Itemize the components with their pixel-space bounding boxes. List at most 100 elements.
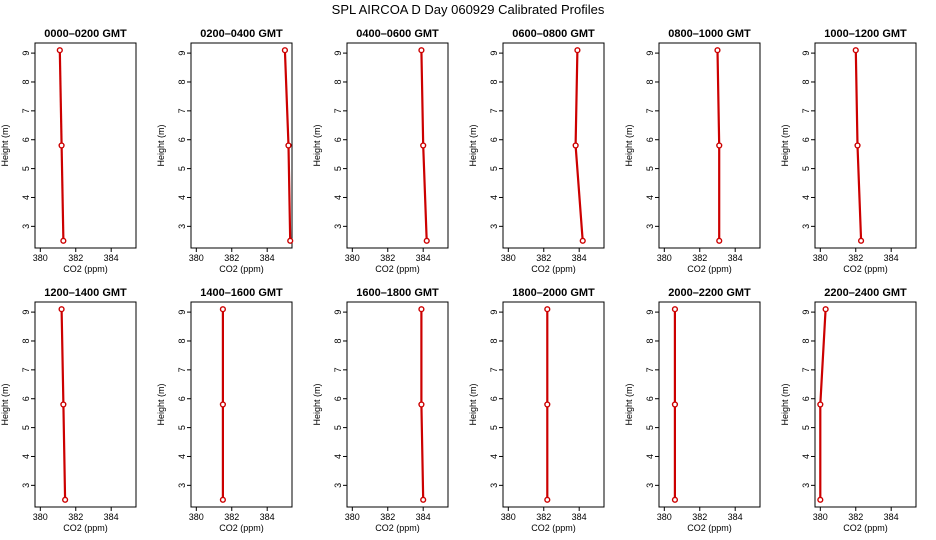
panel-title: 0000–0200 GMT xyxy=(44,28,127,40)
panel-title: 2200–2400 GMT xyxy=(824,287,907,299)
x-axis-label: CO2 (ppm) xyxy=(531,523,576,533)
data-point xyxy=(817,496,824,503)
plot-frame xyxy=(502,42,605,249)
y-tick-label: 3 xyxy=(489,224,499,229)
data-point xyxy=(822,306,829,313)
data-point xyxy=(219,401,226,408)
x-axis-label: CO2 (ppm) xyxy=(375,523,420,533)
data-point xyxy=(418,306,425,313)
y-tick-label: 9 xyxy=(645,51,655,56)
x-axis-label: CO2 (ppm) xyxy=(219,523,264,533)
y-tick-label: 5 xyxy=(21,425,31,430)
y-tick-label: 7 xyxy=(21,108,31,113)
data-point xyxy=(58,142,65,149)
y-tick-label: 6 xyxy=(333,137,343,142)
y-tick-label: 4 xyxy=(645,454,655,459)
y-tick-label: 5 xyxy=(801,166,811,171)
panel-title: 0400–0600 GMT xyxy=(356,28,439,40)
x-tick-label: 384 xyxy=(572,253,587,263)
x-axis-label: CO2 (ppm) xyxy=(687,264,732,274)
y-tick-label: 9 xyxy=(177,51,187,56)
x-tick-label: 382 xyxy=(692,253,707,263)
panel-title: 0800–1000 GMT xyxy=(668,28,751,40)
y-tick-label: 9 xyxy=(333,51,343,56)
y-tick-label: 8 xyxy=(645,79,655,84)
y-tick-label: 3 xyxy=(333,224,343,229)
figure-title: SPL AIRCOA D Day 060929 Calibrated Profi… xyxy=(332,2,605,17)
y-axis-label: Height (m) xyxy=(0,124,10,166)
y-tick-label: 6 xyxy=(801,396,811,401)
data-point xyxy=(287,237,294,244)
y-tick-label: 7 xyxy=(21,367,31,372)
y-tick-label: 3 xyxy=(21,483,31,488)
data-point xyxy=(572,142,579,149)
y-tick-label: 9 xyxy=(801,51,811,56)
data-point xyxy=(671,306,679,313)
x-tick-label: 382 xyxy=(68,512,83,522)
y-tick-label: 7 xyxy=(177,367,187,372)
plot-frame xyxy=(814,301,917,508)
data-point xyxy=(420,142,427,149)
y-tick-label: 3 xyxy=(489,483,499,488)
y-tick-label: 3 xyxy=(801,224,811,229)
x-tick-label: 384 xyxy=(260,512,275,522)
y-tick-label: 4 xyxy=(489,454,499,459)
plot-frame xyxy=(34,301,137,508)
y-axis-label: Height (m) xyxy=(156,383,166,425)
y-tick-label: 8 xyxy=(21,338,31,343)
x-tick-label: 380 xyxy=(501,512,516,522)
y-axis-label: Height (m) xyxy=(468,383,478,425)
plot-frame xyxy=(346,301,449,508)
plot-frame xyxy=(190,42,293,249)
y-tick-label: 5 xyxy=(489,166,499,171)
panel-title: 0600–0800 GMT xyxy=(512,28,595,40)
panel-title: 1200–1400 GMT xyxy=(44,287,127,299)
y-tick-label: 9 xyxy=(21,51,31,56)
y-tick-label: 4 xyxy=(801,454,811,459)
y-axis-label: Height (m) xyxy=(780,383,790,425)
x-tick-label: 380 xyxy=(813,512,828,522)
x-tick-label: 382 xyxy=(536,512,551,522)
y-tick-label: 3 xyxy=(645,224,655,229)
y-tick-label: 6 xyxy=(801,137,811,142)
y-tick-label: 3 xyxy=(21,224,31,229)
panel-title: 0200–0400 GMT xyxy=(200,28,283,40)
data-point xyxy=(544,496,551,503)
panel-title: 2000–2200 GMT xyxy=(668,287,751,299)
y-tick-label: 3 xyxy=(333,483,343,488)
x-tick-label: 382 xyxy=(692,512,707,522)
x-tick-label: 380 xyxy=(345,253,360,263)
data-point xyxy=(285,142,292,149)
y-tick-label: 8 xyxy=(177,338,187,343)
y-tick-label: 8 xyxy=(489,79,499,84)
x-tick-label: 384 xyxy=(416,253,431,263)
y-tick-label: 4 xyxy=(645,195,655,200)
y-tick-label: 9 xyxy=(177,310,187,315)
y-axis-label: Height (m) xyxy=(0,383,10,425)
x-axis-label: CO2 (ppm) xyxy=(219,264,264,274)
y-tick-label: 9 xyxy=(333,310,343,315)
data-point xyxy=(716,142,723,149)
x-tick-label: 382 xyxy=(380,253,395,263)
y-tick-label: 4 xyxy=(333,454,343,459)
y-tick-label: 6 xyxy=(645,396,655,401)
y-axis-label: Height (m) xyxy=(468,124,478,166)
x-axis-label: CO2 (ppm) xyxy=(843,523,888,533)
x-tick-label: 380 xyxy=(189,253,204,263)
y-tick-label: 4 xyxy=(177,454,187,459)
data-point xyxy=(60,237,67,244)
plot-frame xyxy=(346,42,449,249)
data-point xyxy=(716,237,723,244)
y-tick-label: 9 xyxy=(645,310,655,315)
plot-frame xyxy=(34,42,137,249)
y-tick-label: 6 xyxy=(177,396,187,401)
y-tick-label: 6 xyxy=(645,137,655,142)
data-point xyxy=(854,142,861,149)
x-tick-label: 380 xyxy=(189,512,204,522)
data-point xyxy=(544,306,551,313)
x-tick-label: 384 xyxy=(728,253,743,263)
